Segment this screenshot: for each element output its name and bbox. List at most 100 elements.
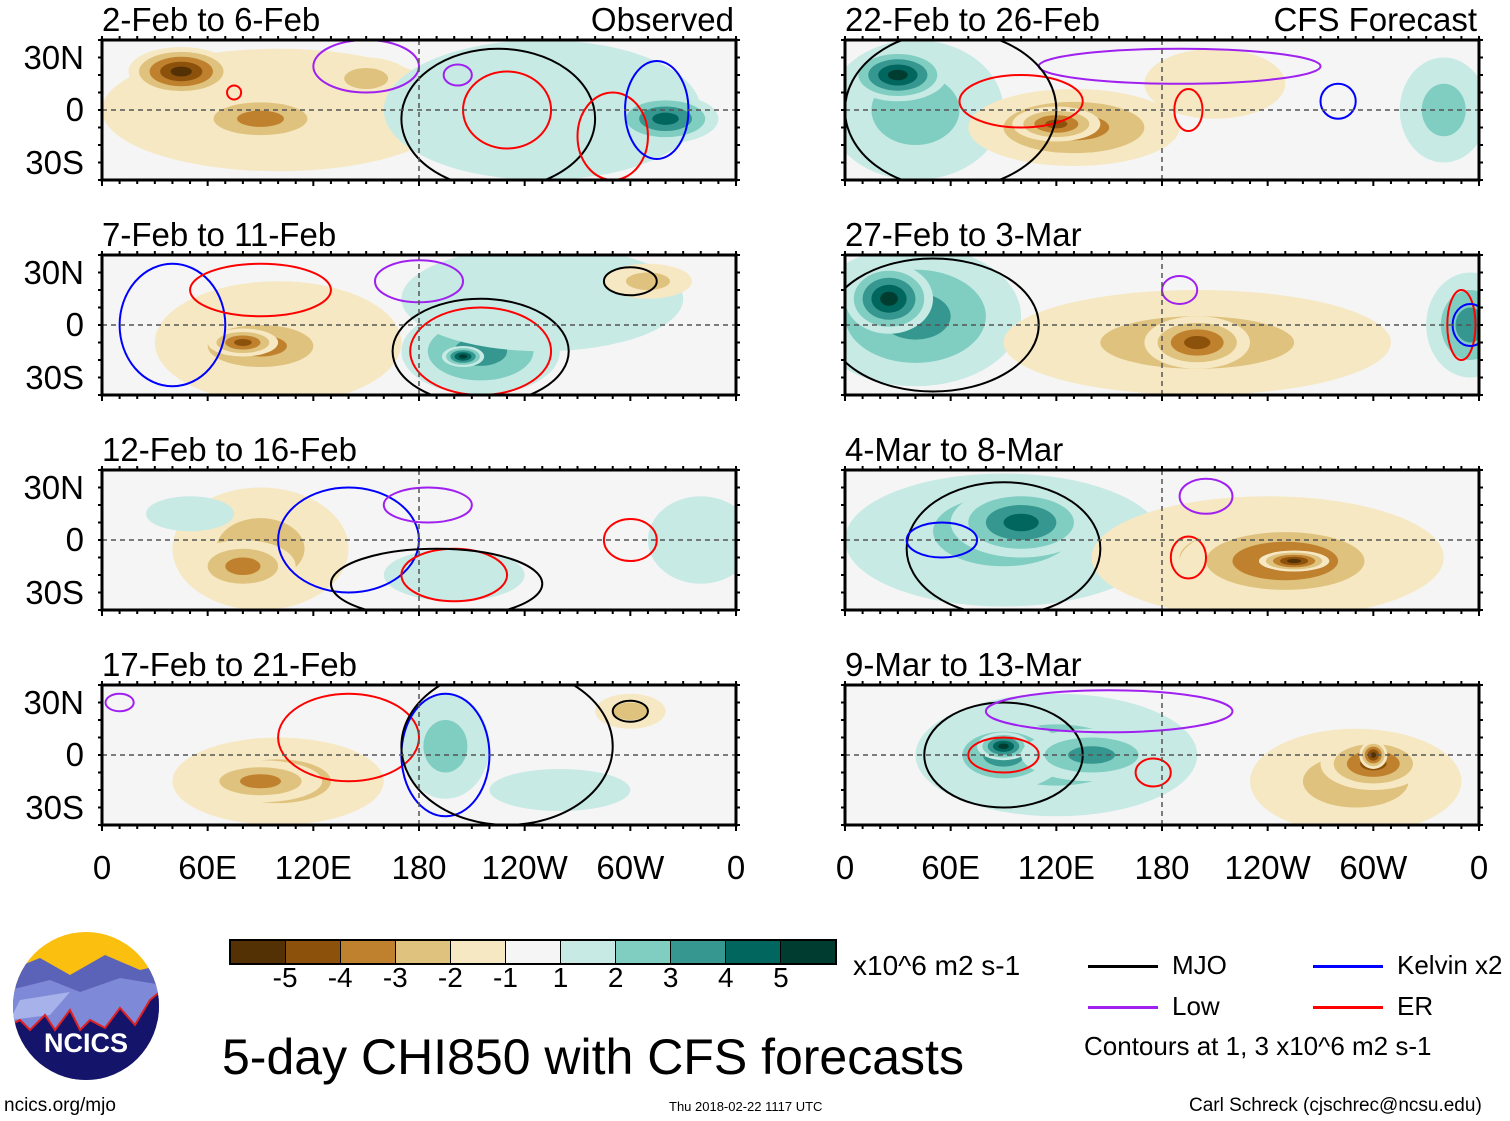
wet-anomaly (880, 291, 898, 306)
er-contour (1134, 757, 1172, 788)
dry-anomaly (1370, 752, 1377, 758)
colorbar-swatch (341, 941, 396, 963)
lat-label: 0 (65, 306, 84, 343)
axis-ticks (98, 251, 740, 401)
wet-anomaly (1003, 513, 1039, 532)
lat-label: 0 (65, 521, 84, 558)
dry-anomaly (170, 66, 192, 77)
panel-title: 7-Feb to 11-Feb (102, 216, 337, 253)
low-contour (984, 689, 1234, 734)
low-contour (104, 692, 135, 713)
map-panel (841, 36, 1483, 186)
lon-label: 180 (1134, 849, 1190, 886)
colorbar-label: -4 (327, 962, 353, 993)
map-panel (841, 466, 1483, 616)
map-panel (98, 251, 740, 401)
panel-tag: Observed (590, 1, 734, 38)
mjo-contour (905, 481, 1102, 610)
mjo-contour (400, 47, 597, 180)
er-contour (1169, 535, 1208, 580)
low-contour (1161, 275, 1199, 305)
colorbar-label: -5 (272, 962, 298, 993)
wet-anomaly (887, 69, 908, 81)
map-panel (98, 681, 740, 831)
dry-anomaly (237, 110, 284, 127)
legend-label: MJO (1172, 950, 1227, 980)
legend-label: ER (1397, 991, 1434, 1021)
wet-anomaly (383, 40, 701, 180)
footer-url[interactable]: ncics.org/mjo (4, 1095, 116, 1116)
legend-line-low (1088, 1006, 1158, 1009)
colorbar-swatch (396, 941, 451, 963)
er-contour (409, 306, 553, 395)
colorbar-label: -3 (382, 962, 408, 993)
axis-ticks (841, 251, 1483, 401)
panel-title: 9-Mar to 13-Mar (845, 646, 1082, 683)
mjo-contour (602, 266, 658, 297)
colorbar-swatch (781, 941, 835, 963)
colorbar-swatch (616, 941, 671, 963)
colorbar-label: 1 (552, 962, 569, 993)
legend-line-mjo (1088, 965, 1158, 968)
colorbar-label: 5 (773, 962, 789, 993)
lon-label: 0 (92, 849, 112, 886)
low-contour (442, 63, 473, 87)
low-contour (312, 40, 420, 94)
svg-text:NCICS: NCICS (44, 1028, 128, 1058)
lat-label: 0 (65, 91, 84, 128)
er-contour (958, 74, 1084, 129)
lon-label: 0 (726, 849, 746, 886)
low-contour (382, 486, 473, 524)
axis-ticks (98, 681, 740, 831)
dry-anomaly (625, 272, 670, 290)
kelvin-contour (1319, 82, 1357, 120)
kelvin-contour (118, 262, 227, 388)
wet-anomaly (458, 354, 468, 359)
dry-anomaly (612, 702, 648, 720)
legend-label: Kelvin x2 (1397, 950, 1503, 980)
colorbar-label: -1 (493, 962, 518, 993)
axis-ticks (841, 466, 1483, 616)
legend-line-kelvin (1313, 965, 1383, 968)
lon-label: 0 (1469, 849, 1489, 886)
colorbar-swatch (451, 941, 506, 963)
lat-label: 30S (25, 358, 84, 396)
lat-label: 0 (65, 736, 84, 773)
er-contour (1173, 88, 1204, 132)
panel-title: 17-Feb to 21-Feb (102, 646, 357, 683)
lon-label: 120E (1017, 849, 1095, 886)
map-panel (841, 681, 1483, 831)
legend-label: Low (1172, 991, 1220, 1021)
dry-anomaly (239, 774, 282, 789)
map-panel (841, 251, 1483, 401)
er-contour (189, 262, 332, 318)
panel-title: 12-Feb to 16-Feb (102, 431, 357, 468)
er-contour (576, 91, 649, 180)
wet-anomaly (489, 769, 631, 811)
dry-anomaly (225, 557, 261, 575)
lon-label: 120E (274, 849, 352, 886)
er-contour (226, 84, 243, 101)
dry-anomaly (234, 339, 252, 346)
lon-label: 0 (835, 849, 855, 886)
panel-tag: CFS Forecast (1273, 1, 1477, 38)
colorbar-units: x10^6 m2 s-1 (853, 950, 1021, 981)
wet-anomaly (146, 496, 235, 532)
lat-label: 30N (23, 38, 84, 76)
mjo-contour (329, 547, 544, 610)
er-contour (602, 518, 658, 562)
lon-label: 60W (596, 849, 665, 886)
colorbar-swatch (561, 941, 616, 963)
kelvin-contour (905, 521, 979, 559)
lon-label: 60W (1339, 849, 1408, 886)
contour-note: Contours at 1, 3 x10^6 m2 s-1 (1084, 1031, 1432, 1061)
low-contour (1178, 477, 1234, 515)
lat-label: 30N (23, 683, 84, 721)
colorbar-swatch (726, 941, 781, 963)
colorbar (229, 939, 837, 965)
dry-anomaly (1287, 558, 1302, 564)
colorbar-label: 4 (718, 962, 734, 993)
lat-label: 30S (25, 143, 84, 181)
colorbar-swatch (671, 941, 726, 963)
